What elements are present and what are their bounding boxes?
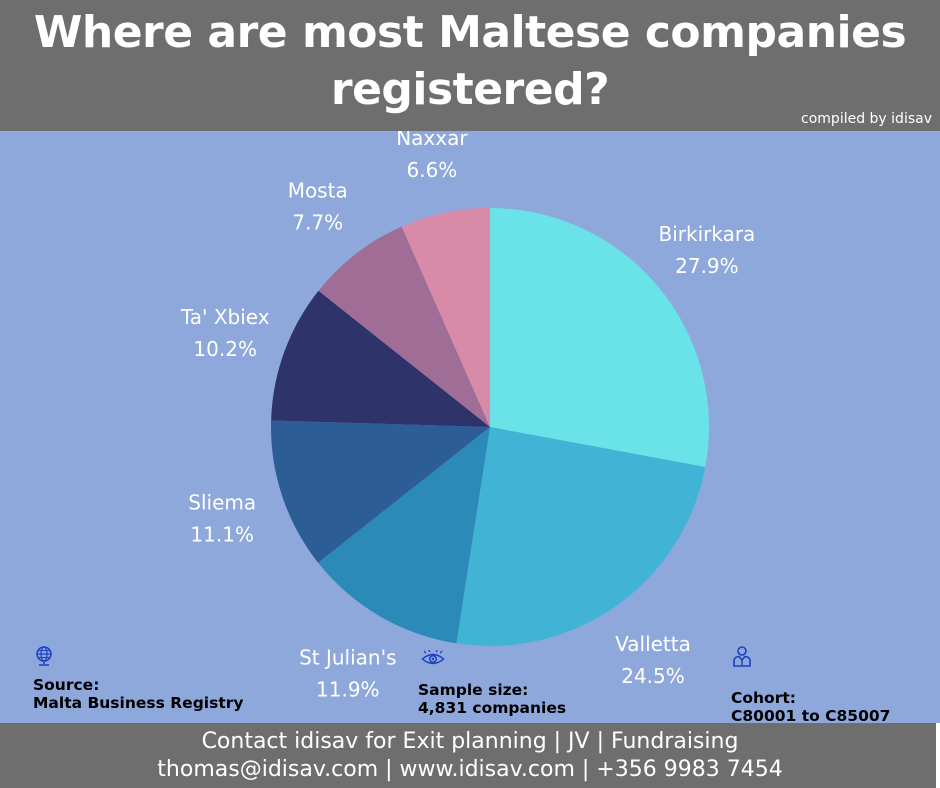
person-icon [733, 646, 751, 667]
slice-value-naxxar: 6.6% [406, 158, 457, 182]
cohort-heading: Cohort: [731, 689, 796, 707]
sample-size-heading: Sample size: [418, 681, 529, 699]
source-info: Source: Malta Business Registry [33, 645, 243, 712]
header-bar: Where are most Maltese companies registe… [0, 0, 940, 131]
pie-slice-st-julian-s [318, 427, 490, 644]
pie-slice-valletta [456, 427, 706, 647]
pie-chart: Birkirkara 27.9% Valletta 24.5% St Julian's 1… [180, 131, 755, 702]
pie-slice-mosta [318, 226, 490, 427]
slice-label-sliema: Sliema [188, 491, 256, 515]
source-value: Malta Business Registry [33, 694, 244, 712]
slice-label-st-julian-s: St Julian's [299, 646, 396, 670]
source-heading: Source: [33, 676, 100, 694]
sample-size-value: 4,831 companies [418, 699, 567, 717]
slice-label-ta-xbiex: Ta' Xbiex [180, 305, 270, 329]
footer-details-line: thomas@idisav.com | www.idisav.com | +35… [157, 757, 783, 782]
slice-value-birkirkara: 27.9% [675, 254, 739, 278]
chart-area: Birkirkara 27.9% Valletta 24.5% St Julian's 1… [0, 131, 940, 725]
slice-value-valletta: 24.5% [621, 664, 685, 688]
slice-value-ta-xbiex: 10.2% [193, 337, 257, 361]
slice-value-mosta: 7.7% [292, 211, 343, 235]
eye-icon [421, 650, 445, 665]
sample-size-info: Sample size: 4,831 companies [418, 650, 566, 717]
cohort-info: Cohort: C80001 to C85007 [731, 645, 890, 725]
pie-slice-ta-xbiex [271, 290, 490, 427]
footer-edge [936, 723, 940, 788]
slice-label-birkirkara: Birkirkara [658, 222, 755, 246]
credit-text: compiled by idisav [801, 111, 932, 127]
slice-label-valletta: Valletta [615, 632, 691, 656]
footer-bar: Contact idisav for Exit planning | JV | … [0, 723, 940, 788]
slice-value-sliema: 11.1% [190, 523, 254, 547]
footer-contact-line: Contact idisav for Exit planning | JV | … [201, 729, 739, 754]
page-title: Where are most Maltese companies registe… [33, 7, 907, 115]
cohort-value: C80001 to C85007 [731, 707, 891, 725]
slice-label-naxxar: Naxxar [396, 131, 468, 150]
slice-value-st-julian-s: 11.9% [316, 678, 380, 702]
slice-label-mosta: Mosta [288, 179, 348, 203]
pie-slice-naxxar [401, 208, 490, 427]
globe-icon [36, 646, 52, 666]
pie-slice-sliema [271, 420, 490, 563]
pie-slice-birkirkara [490, 208, 709, 468]
